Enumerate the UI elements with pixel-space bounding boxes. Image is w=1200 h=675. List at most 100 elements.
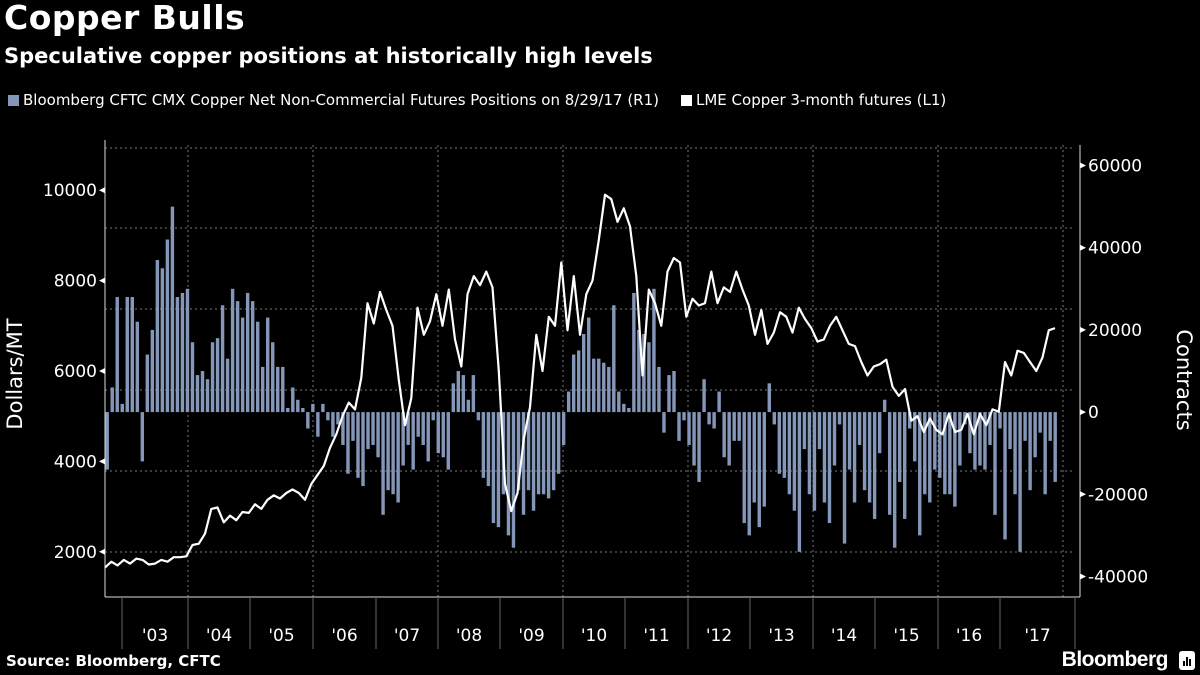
- left-axis-title: Dollars/MT: [3, 318, 27, 429]
- bar: [346, 412, 350, 474]
- x-tick-label: '05: [268, 626, 294, 646]
- bar: [897, 412, 902, 482]
- bar: [908, 412, 912, 429]
- bar: [887, 412, 892, 515]
- bar: [431, 412, 435, 421]
- bar: [441, 412, 445, 458]
- bar: [130, 297, 134, 413]
- left-tick-label: 10000: [43, 181, 97, 201]
- bar: [802, 412, 807, 450]
- bar: [225, 358, 230, 413]
- bar: [531, 412, 536, 511]
- bar: [627, 407, 631, 413]
- bar: [301, 407, 305, 413]
- bar: [722, 412, 726, 458]
- bar: [827, 412, 832, 524]
- bar: [797, 412, 802, 552]
- bar: [612, 305, 616, 413]
- right-tick-label: -40000: [1088, 567, 1148, 587]
- bar: [752, 412, 756, 503]
- bar: [250, 301, 255, 413]
- bar: [110, 387, 114, 413]
- bar: [185, 288, 190, 413]
- bar: [993, 412, 997, 515]
- bar: [426, 412, 430, 462]
- bloomberg-chart-icon: [1179, 651, 1195, 670]
- left-tick-label: 8000: [54, 272, 97, 292]
- chart-title: Copper Bulls: [4, 0, 246, 37]
- bar: [571, 354, 576, 413]
- x-tick-label: '16: [956, 626, 982, 646]
- bar: [386, 412, 390, 491]
- bar: [260, 366, 265, 413]
- bar: [842, 412, 847, 544]
- bar: [125, 297, 129, 413]
- bar: [662, 412, 666, 433]
- bar: [777, 412, 782, 474]
- bar: [235, 301, 240, 413]
- bar: [311, 403, 315, 413]
- bar: [918, 412, 922, 536]
- x-tick-label: '06: [331, 626, 357, 646]
- bar: [1038, 412, 1042, 433]
- bar: [150, 329, 155, 413]
- bar: [727, 412, 731, 466]
- bar-series: [105, 206, 1057, 552]
- bar: [772, 412, 777, 425]
- bar: [316, 412, 320, 437]
- bar: [587, 317, 591, 413]
- bar: [938, 412, 942, 478]
- bar: [1053, 412, 1057, 482]
- bar: [306, 412, 310, 429]
- bar: [411, 412, 415, 470]
- bar: [857, 412, 862, 445]
- right-tick-label: -20000: [1088, 485, 1148, 505]
- bar: [291, 387, 295, 413]
- left-tick-label: 2000: [54, 543, 97, 563]
- x-tick-label: '10: [581, 626, 607, 646]
- bar: [351, 412, 355, 441]
- bar: [988, 412, 992, 445]
- bar: [1008, 412, 1012, 450]
- bar: [466, 399, 471, 413]
- bar: [602, 362, 606, 413]
- x-tick-label: '07: [394, 626, 420, 646]
- source-note: Source: Bloomberg, CFTC: [6, 652, 221, 670]
- bar: [747, 412, 751, 536]
- bar: [847, 412, 852, 470]
- bar: [647, 342, 651, 413]
- bar: [837, 412, 842, 425]
- bar: [687, 412, 691, 445]
- x-tick-label: '08: [456, 626, 482, 646]
- bar: [787, 412, 792, 495]
- bar: [541, 412, 546, 495]
- bar: [923, 412, 927, 495]
- bar: [281, 366, 285, 413]
- bar: [892, 412, 897, 548]
- bar: [717, 391, 721, 413]
- bar: [792, 412, 797, 511]
- bar: [205, 379, 210, 413]
- x-tick-label: '03: [142, 626, 168, 646]
- bar: [476, 412, 481, 421]
- bar: [1028, 412, 1032, 491]
- bar: [657, 366, 661, 413]
- bar: [271, 342, 275, 413]
- bar: [496, 412, 501, 528]
- bar: [1023, 412, 1027, 441]
- right-tick-mark: [1080, 491, 1086, 498]
- bar: [556, 412, 561, 474]
- bar: [903, 412, 907, 519]
- right-tick-mark: [1080, 573, 1086, 580]
- bar: [637, 329, 641, 413]
- bar: [356, 412, 360, 478]
- line-series-lme: [104, 193, 1056, 569]
- bar: [200, 371, 205, 413]
- bar: [582, 334, 586, 413]
- bar: [697, 412, 701, 482]
- bar: [782, 412, 787, 478]
- bar: [170, 206, 175, 413]
- left-tick-mark: [99, 187, 105, 194]
- bar: [702, 379, 706, 413]
